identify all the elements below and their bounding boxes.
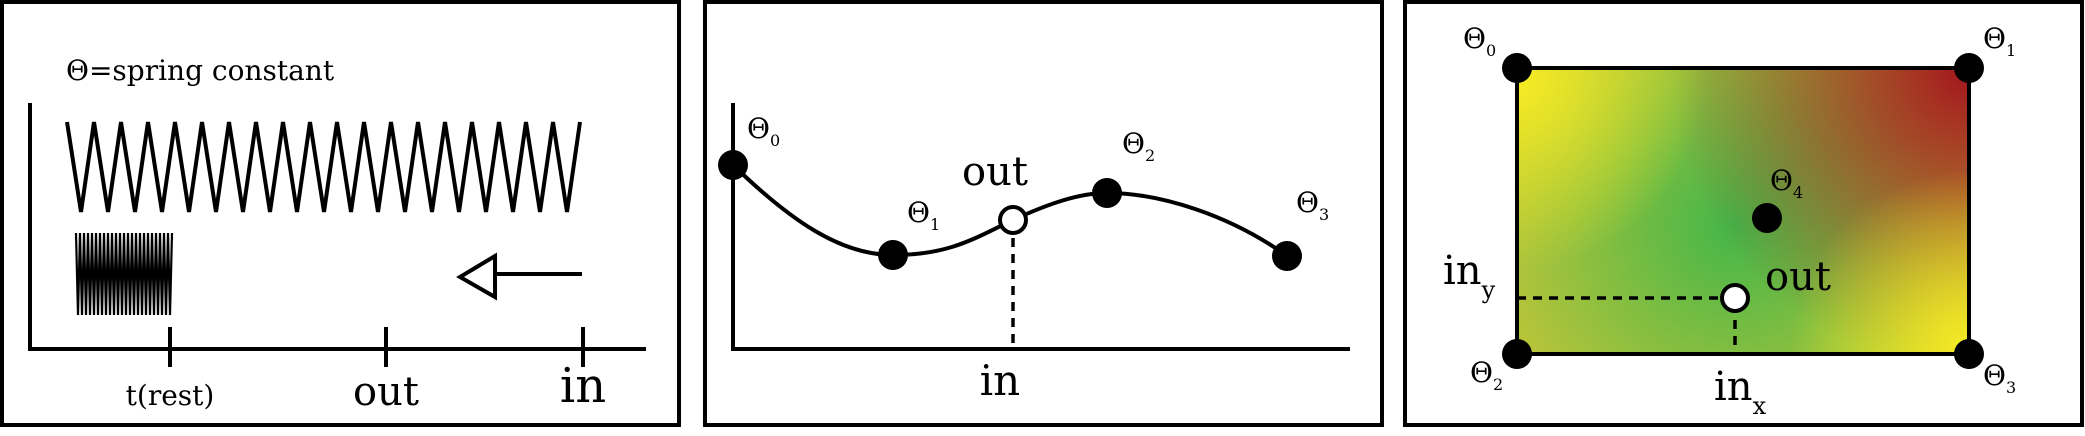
- control-point-3: [1272, 241, 1302, 271]
- corner-label-1: Θ1: [1983, 22, 2016, 60]
- center-point-4: [1752, 203, 1782, 233]
- bilinear-output-point: [1720, 283, 1750, 313]
- panel-bilinear: Θ0 Θ1 Θ2 Θ3 Θ4 out iny inx: [1403, 0, 2084, 427]
- corner-point-2: [1502, 339, 1532, 369]
- control-point-1: [878, 240, 908, 270]
- corner-label-0: Θ0: [1463, 22, 1496, 60]
- label-theta-2: Θ2: [1122, 127, 1155, 165]
- spline-axes: [731, 103, 1350, 351]
- color-gradient-field: [1517, 68, 1969, 354]
- panel-1-frame: [0, 0, 681, 427]
- spring-caption: Θ=spring constant: [66, 54, 335, 87]
- corner-point-0: [1502, 53, 1532, 83]
- spring-axes: [28, 103, 646, 351]
- panel-spline: Θ0 Θ1 Θ2 Θ3 out in: [703, 0, 1384, 427]
- tick-label-rest: t(rest): [126, 379, 215, 412]
- interp-rectangle: [1515, 66, 1971, 356]
- spline-output-point: [998, 205, 1028, 235]
- bilinear-out-label: out: [1765, 254, 1831, 300]
- in-x-label: inx: [1714, 364, 1767, 420]
- corner-point-3: [1954, 339, 1984, 369]
- corner-label-3: Θ3: [1983, 359, 2016, 397]
- spline-in-label: in: [980, 356, 1020, 405]
- panel-3-frame: [1403, 0, 2084, 427]
- center-label-4: Θ4: [1770, 164, 1803, 202]
- label-theta-3: Θ3: [1296, 186, 1329, 224]
- panel-spring: Θ=spring constant t(rest) out in: [0, 0, 681, 427]
- spring-extended: [65, 121, 582, 213]
- corner-label-2: Θ2: [1470, 356, 1503, 394]
- spring-compressed: [74, 232, 174, 316]
- panel-2-frame: [703, 0, 1384, 427]
- label-theta-1: Θ1: [907, 196, 940, 234]
- tick-label-out: out: [353, 369, 419, 415]
- bilinear-dashed-lines: [1517, 296, 1737, 354]
- spline-out-label: out: [962, 149, 1028, 195]
- tick-label-in: in: [560, 358, 606, 414]
- corner-point-1: [1954, 53, 1984, 83]
- control-point-2: [1092, 178, 1122, 208]
- in-y-label: iny: [1443, 248, 1496, 304]
- label-theta-0: Θ0: [747, 112, 780, 150]
- control-point-0: [718, 150, 748, 180]
- arrow-head-icon: [456, 252, 497, 301]
